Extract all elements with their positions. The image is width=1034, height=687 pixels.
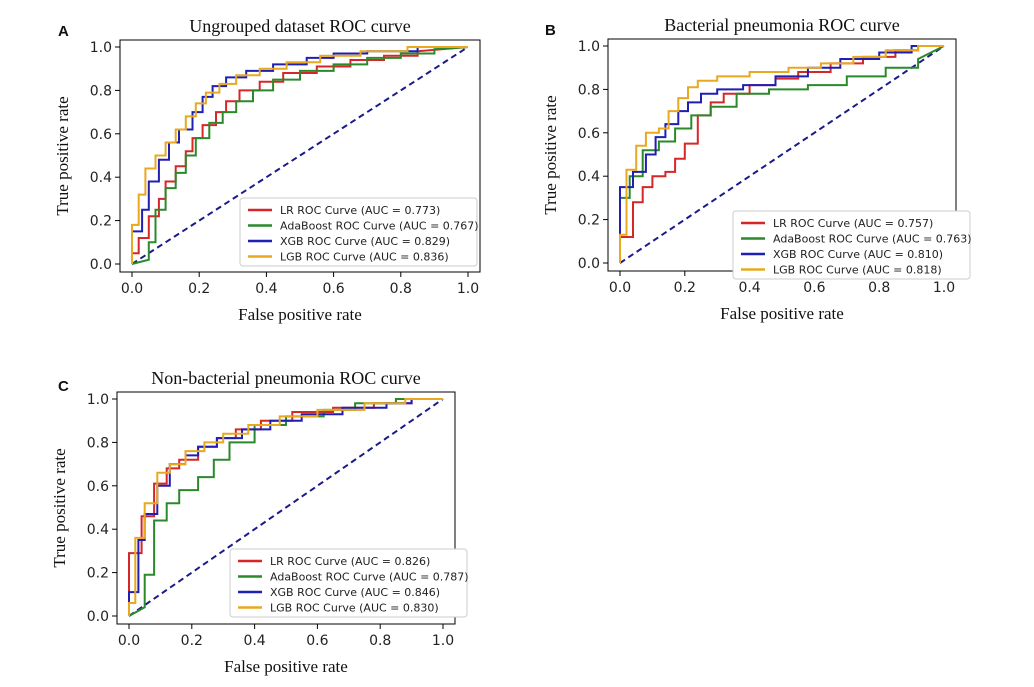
legend-entry: XGB ROC Curve (AUC = 0.810) <box>773 248 943 261</box>
legend-entry: LGB ROC Curve (AUC = 0.836) <box>280 251 449 264</box>
panel-letter: C <box>58 378 69 395</box>
x-tick-label: 0.0 <box>118 633 140 649</box>
y-tick-label: 0.4 <box>578 169 600 185</box>
x-tick-label: 0.2 <box>188 281 210 297</box>
y-tick-label: 0.2 <box>87 566 109 582</box>
y-tick-label: 0.8 <box>87 435 109 451</box>
y-tick-label: 0.2 <box>90 214 112 230</box>
x-tick-label: 0.2 <box>181 633 203 649</box>
y-tick-label: 1.0 <box>87 392 109 408</box>
x-tick-label: 0.4 <box>738 280 760 296</box>
plot-frame <box>119 39 481 273</box>
legend-entry: AdaBoost ROC Curve (AUC = 0.767) <box>280 220 479 233</box>
y-axis-label: True positive rate <box>53 96 72 215</box>
chart-title: Ungrouped dataset ROC curve <box>189 16 410 36</box>
x-tick-label: 0.8 <box>868 280 890 296</box>
y-tick-label: 0.6 <box>87 479 109 495</box>
chart-title: Bacterial pneumonia ROC curve <box>664 15 899 35</box>
legend-entry: XGB ROC Curve (AUC = 0.829) <box>280 235 450 248</box>
x-tick-label: 0.4 <box>255 281 277 297</box>
panel-a-ungrouped: A Ungrouped dataset ROC curve 0.0 0.0 0.2 0.2… <box>53 16 481 324</box>
legend-entry: LR ROC Curve (AUC = 0.826) <box>270 555 430 568</box>
roc-series-1 <box>131 46 469 264</box>
legend-entry: AdaBoost ROC Curve (AUC = 0.787) <box>270 571 469 584</box>
x-tick-label: 1.0 <box>933 280 955 296</box>
y-tick-label: 1.0 <box>578 39 600 55</box>
roc-series-2 <box>619 45 945 263</box>
x-tick-label: 0.6 <box>803 280 825 296</box>
x-tick-label: 0.8 <box>369 633 391 649</box>
chance-diagonal <box>619 45 945 264</box>
roc-series-3 <box>619 45 944 263</box>
x-tick-label: 0.0 <box>121 281 143 297</box>
x-axis-label: False positive rate <box>238 305 362 324</box>
legend-entry: XGB ROC Curve (AUC = 0.846) <box>270 586 440 599</box>
roc-series-1 <box>619 45 944 263</box>
x-tick-label: 0.4 <box>243 633 265 649</box>
legend-box <box>229 548 468 618</box>
x-tick-label: 0.2 <box>674 280 696 296</box>
x-tick-label: 0.0 <box>609 280 631 296</box>
y-tick-label: 1.0 <box>90 40 112 56</box>
y-tick-label: 0.4 <box>87 522 109 538</box>
y-axis-label: True positive rate <box>50 448 69 567</box>
roc-series-4 <box>128 398 443 616</box>
panel-letter: A <box>58 23 69 40</box>
x-axis-label: False positive rate <box>224 657 348 676</box>
roc-series-4 <box>619 45 944 263</box>
roc-series-2 <box>131 46 469 265</box>
x-tick-label: 1.0 <box>457 281 479 297</box>
y-tick-label: 0.0 <box>90 257 112 273</box>
panel-letter: B <box>545 22 556 39</box>
y-tick-label: 0.4 <box>90 170 112 186</box>
panel-c-non-bacterial: C Non-bacterial pneumonia ROC curve 0.0 0.0… <box>50 368 469 676</box>
plot-frame <box>116 391 456 625</box>
legend-entry: LGB ROC Curve (AUC = 0.830) <box>270 602 439 615</box>
y-tick-label: 0.6 <box>90 127 112 143</box>
y-tick-label: 0.8 <box>578 82 600 98</box>
chart-title: Non-bacterial pneumonia ROC curve <box>151 368 420 388</box>
roc-series-4 <box>131 46 468 264</box>
y-tick-label: 0.8 <box>90 83 112 99</box>
y-axis-label: True positive rate <box>541 95 560 214</box>
legend-box <box>239 197 478 267</box>
y-tick-label: 0.6 <box>578 126 600 142</box>
x-tick-label: 0.6 <box>322 281 344 297</box>
panel-b-bacterial: B Bacterial pneumonia ROC curve 0.0 0.0 0.2 0… <box>541 15 972 323</box>
y-tick-label: 0.0 <box>578 256 600 272</box>
y-tick-label: 0.2 <box>578 213 600 229</box>
legend-box <box>732 210 971 280</box>
x-tick-label: 0.8 <box>390 281 412 297</box>
x-tick-label: 0.6 <box>306 633 328 649</box>
legend-entry: AdaBoost ROC Curve (AUC = 0.763) <box>773 233 972 246</box>
x-axis-label: False positive rate <box>720 304 844 323</box>
chance-diagonal <box>128 398 444 617</box>
legend-entry: LR ROC Curve (AUC = 0.757) <box>773 217 933 230</box>
chance-diagonal <box>131 46 469 265</box>
x-tick-label: 1.0 <box>432 633 454 649</box>
y-tick-label: 0.0 <box>87 609 109 625</box>
legend-entry: LGB ROC Curve (AUC = 0.818) <box>773 264 942 277</box>
legend-entry: LR ROC Curve (AUC = 0.773) <box>280 204 440 217</box>
